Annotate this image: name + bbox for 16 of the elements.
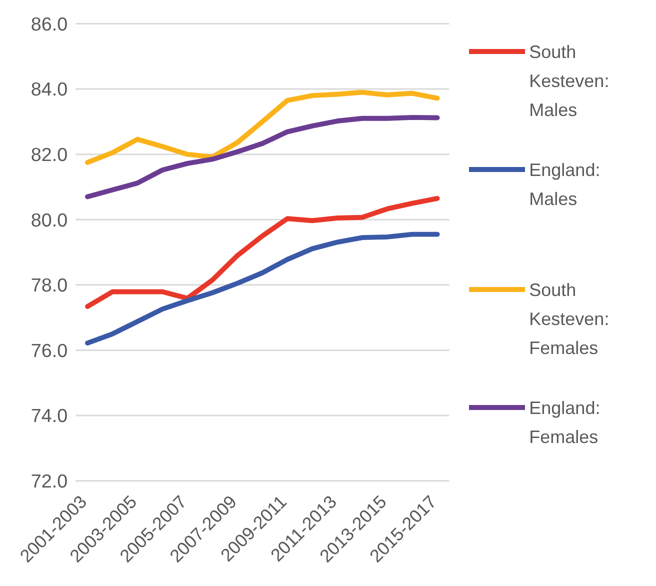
legend-label: England: Males (529, 159, 602, 211)
line-series (85, 114, 440, 200)
y-tick-label: 84.0 (30, 80, 68, 101)
y-tick-label: 80.0 (30, 210, 68, 232)
y-tick-label: 72.0 (30, 472, 68, 493)
y-tick-label: 86.0 (30, 14, 68, 36)
line-series (85, 90, 440, 165)
y-tick-label: 78.0 (30, 276, 68, 297)
line-series (85, 232, 440, 346)
y-tick-label: 74.0 (30, 406, 68, 428)
line-series (85, 196, 440, 309)
y-tick-label: 76.0 (30, 340, 68, 362)
legend-label: South Kesteven: Males (529, 41, 610, 122)
legend-label: South Kesteven: Females (529, 279, 610, 360)
y-tick-label: 82.0 (30, 145, 68, 166)
legend-label: England: Females (529, 397, 602, 449)
